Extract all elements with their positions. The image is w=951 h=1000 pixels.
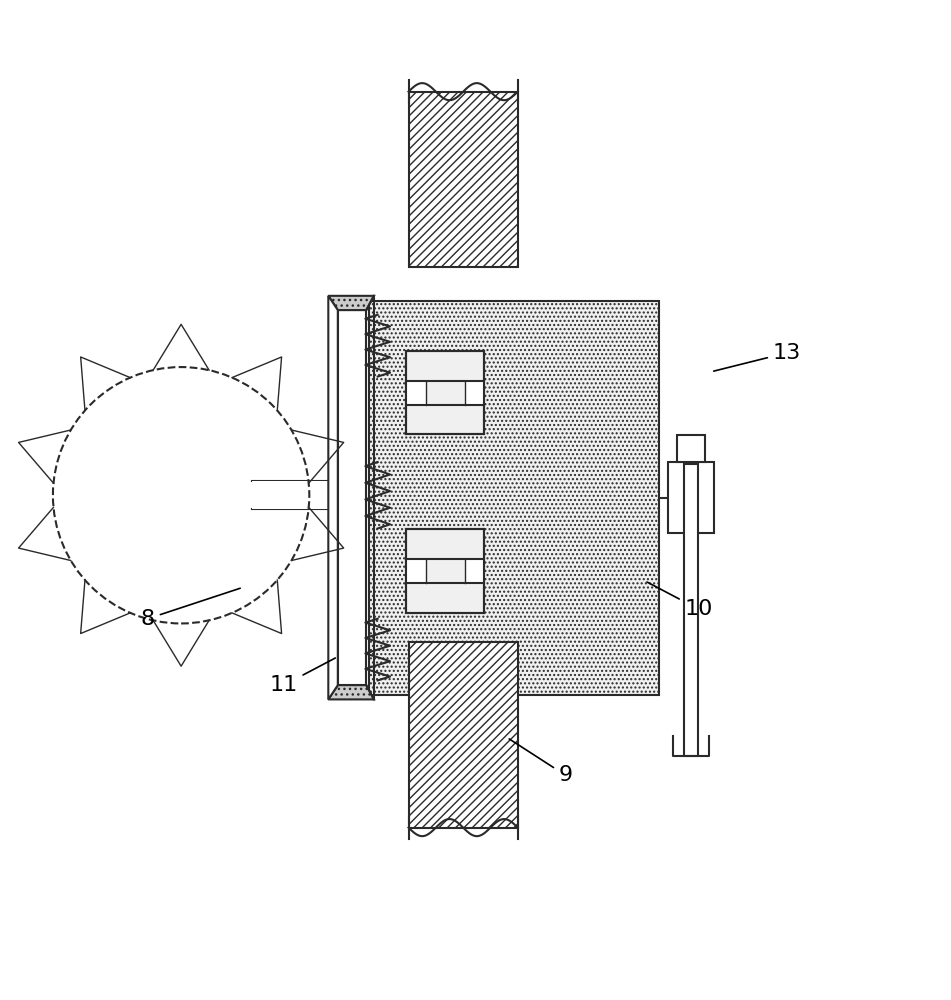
Polygon shape	[328, 296, 338, 699]
Bar	[465, 381, 484, 405]
Bar	[465, 559, 484, 583]
Bar	[685, 464, 698, 756]
Bar	[369, 301, 659, 695]
Bar	[406, 351, 484, 434]
Text: 8: 8	[141, 588, 241, 629]
Text: 10: 10	[647, 582, 713, 619]
Bar	[409, 92, 517, 267]
Bar	[669, 462, 714, 533]
Bar	[677, 435, 706, 462]
Text: 11: 11	[269, 658, 336, 695]
Text: 13: 13	[713, 343, 801, 371]
Polygon shape	[328, 685, 374, 699]
Bar	[252, 481, 328, 509]
Bar	[406, 529, 484, 613]
Bar	[406, 381, 426, 405]
Text: 9: 9	[509, 739, 573, 785]
Bar	[338, 310, 366, 685]
Bar	[409, 642, 517, 828]
Polygon shape	[328, 296, 374, 310]
Bar	[406, 559, 426, 583]
